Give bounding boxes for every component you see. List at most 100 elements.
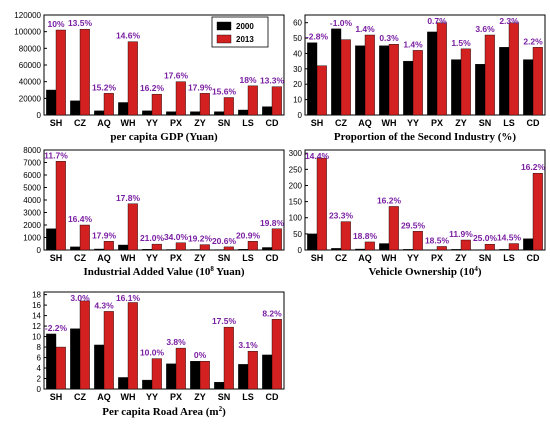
- bar-2013-CZ: [79, 300, 90, 390]
- growth-annotation: -2.2%: [45, 323, 68, 333]
- y-tick-label: 7000: [23, 159, 41, 168]
- bar-2013-PX: [175, 81, 186, 116]
- bar-2000-WH: [118, 102, 129, 116]
- bar-2000-SH: [307, 42, 318, 116]
- bar-2000-SN: [214, 111, 225, 116]
- growth-annotation: 16.2%: [140, 83, 165, 93]
- bar-2013-PX: [175, 347, 186, 390]
- bar-2000-SH: [307, 233, 318, 251]
- y-tick-label: 30: [293, 65, 302, 74]
- bar-2000-CZ: [70, 100, 81, 116]
- bar-2013-ZY: [460, 48, 471, 116]
- x-tick-label: WH: [121, 392, 136, 402]
- bar-2000-YY: [142, 379, 153, 390]
- x-tick-label: LS: [503, 253, 515, 263]
- plot-frame: [304, 149, 546, 251]
- bar-2000-LS: [238, 249, 249, 251]
- bar-2000-PX: [166, 111, 177, 116]
- bar-2000-AQ: [94, 344, 105, 390]
- growth-annotation: 10%: [47, 19, 64, 29]
- bar-2000-YY: [142, 249, 153, 251]
- x-tick-label: WH: [382, 253, 397, 263]
- growth-annotation: 15.2%: [92, 82, 117, 92]
- bar-2000-ZY: [451, 59, 462, 116]
- bar-2000-YY: [403, 249, 414, 251]
- bar-2000-CZ: [331, 248, 342, 251]
- growth-annotation: 25.0%: [473, 233, 498, 243]
- bar-2000-CD: [262, 354, 273, 390]
- bar-2000-YY: [142, 110, 153, 116]
- bar-2013-ZY: [460, 239, 471, 251]
- y-tick-label: 50: [293, 230, 302, 239]
- y-tick-label: 0: [37, 246, 42, 255]
- x-tick-label: CZ: [335, 118, 347, 128]
- bar-2000-PX: [427, 31, 438, 116]
- chart-title-tail: ): [222, 406, 226, 418]
- bar-2013-AQ: [364, 241, 375, 251]
- x-tick-label: CZ: [74, 118, 86, 128]
- growth-annotation: 11.9%: [449, 229, 473, 239]
- bar-2000-WH: [379, 45, 390, 116]
- chart-title-text: Proportion of the Second Industry (%): [334, 131, 517, 143]
- bar-2013-WH: [388, 44, 399, 116]
- x-tick-label: LS: [242, 253, 254, 263]
- growth-annotation: 0%: [194, 350, 207, 360]
- y-tick-label: 10: [293, 96, 302, 105]
- growth-annotation: 1.4%: [355, 24, 375, 34]
- x-tick-label: PX: [170, 118, 182, 128]
- x-tick-label: SH: [311, 253, 324, 263]
- bar-2000-CZ: [70, 328, 81, 390]
- growth-annotation: 16.1%: [116, 293, 141, 303]
- y-tick-label: 8000: [23, 146, 41, 155]
- bar-2013-PX: [436, 246, 447, 251]
- bar-2000-PX: [166, 249, 177, 251]
- y-tick-label: 0: [37, 385, 42, 394]
- y-tick-label: 300: [289, 149, 303, 158]
- chart-title: Vehicle Ownership (104): [368, 265, 481, 278]
- bar-2013-LS: [247, 85, 258, 116]
- y-tick-label: 3000: [23, 209, 41, 218]
- x-tick-label: CD: [266, 118, 279, 128]
- bar-2000-LS: [238, 364, 249, 390]
- y-tick-label: 4: [37, 364, 42, 373]
- bar-2013-CD: [271, 319, 282, 390]
- y-tick-label: 100: [289, 214, 303, 223]
- growth-annotation: 20.9%: [236, 230, 261, 240]
- chart-title: per capita GDP (Yuan): [110, 131, 218, 143]
- growth-annotation: 1.4%: [403, 39, 423, 49]
- bar-2013-CD: [271, 228, 282, 251]
- plot-frame: [43, 291, 285, 390]
- bar-2000-ZY: [451, 249, 462, 251]
- bar-2000-CD: [523, 59, 534, 116]
- x-tick-label: YY: [146, 118, 158, 128]
- growth-annotation: 17.6%: [164, 71, 189, 81]
- growth-annotation: 29.5%: [401, 220, 426, 230]
- bar-2013-YY: [151, 243, 162, 251]
- x-tick-label: YY: [407, 118, 419, 128]
- growth-annotation: 0.3%: [379, 33, 399, 43]
- bar-2000-AQ: [355, 248, 366, 251]
- growth-annotation: 11.7%: [44, 150, 68, 160]
- bar-2000-SH: [46, 333, 57, 390]
- x-tick-label: SN: [479, 118, 492, 128]
- x-tick-label: CD: [266, 253, 279, 263]
- growth-annotation: 14.5%: [497, 233, 522, 243]
- bar-2013-WH: [127, 302, 138, 390]
- bar-2013-LS: [508, 243, 519, 251]
- x-tick-label: PX: [431, 118, 443, 128]
- bar-2013-SN: [484, 34, 495, 116]
- y-tick-label: 60: [293, 19, 302, 28]
- x-tick-label: SH: [50, 253, 63, 263]
- bar-2013-SN: [484, 243, 495, 251]
- bar-2013-WH: [127, 203, 138, 251]
- bar-2013-PX: [175, 242, 186, 251]
- growth-annotation: 3.1%: [238, 340, 258, 350]
- legend: 2000 2013: [211, 16, 269, 48]
- y-tick-label: 120000: [14, 11, 41, 20]
- chart-vehicle: 0 50 100 150 200 250 300 SH 14.4% CZ 23.3% AQ 18.8% W…: [289, 149, 546, 278]
- legend-label-2000: 2000: [236, 22, 254, 31]
- x-tick-label: PX: [170, 253, 182, 263]
- bar-2013-CD: [271, 86, 282, 116]
- chart-second_industry: 0 10 20 30 40 50 60 SH -2.8% CZ -1.0% AQ 1.4% WH 0.3% Y…: [293, 14, 546, 143]
- growth-annotation: 15.6%: [212, 87, 237, 97]
